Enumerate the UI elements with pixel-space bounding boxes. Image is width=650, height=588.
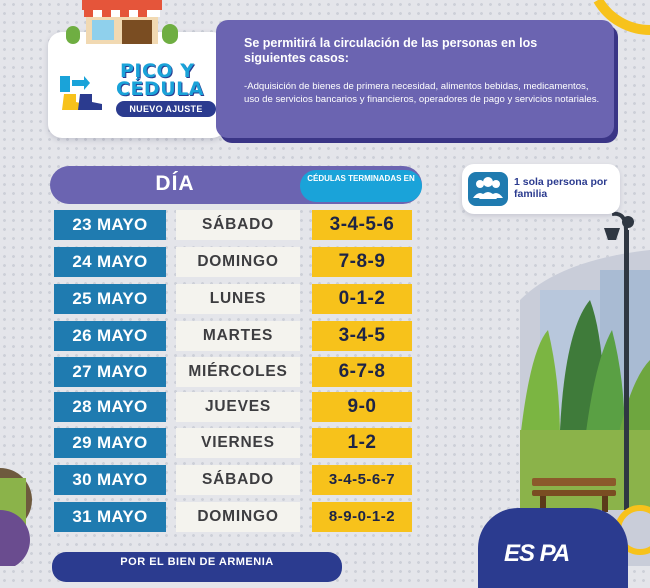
row-day: MIÉRCOLES	[176, 357, 300, 387]
row-date: 23 MAYO	[54, 210, 166, 240]
row-day: SÁBADO	[176, 465, 300, 495]
row-digits: 3-4-5-6-7	[312, 465, 412, 495]
row-date: 29 MAYO	[54, 428, 166, 458]
row-digits: 9-0	[312, 392, 412, 422]
table-row: 28 MAYO JUEVES 9-0	[54, 392, 420, 422]
header-cedulas: CÉDULAS TERMINADAS EN	[307, 174, 415, 183]
row-date: 26 MAYO	[54, 321, 166, 351]
shoes-icon	[60, 76, 102, 110]
yellow-arc	[593, 0, 650, 36]
park-illustration	[520, 211, 650, 566]
logo-title-line1: PICO Y	[120, 60, 195, 82]
left-hill	[0, 468, 32, 566]
row-date: 30 MAYO	[54, 465, 166, 495]
table-row: 31 MAYO DOMINGO 8-9-0-1-2	[54, 502, 420, 532]
row-date: 27 MAYO	[54, 357, 166, 387]
brand-logo: ES PA	[504, 540, 570, 567]
row-day: MARTES	[176, 321, 300, 351]
row-digits: 0-1-2	[312, 284, 412, 314]
info-body: -Adquisición de bienes de primera necesi…	[244, 81, 600, 105]
row-day: DOMINGO	[176, 502, 300, 532]
row-day: SÁBADO	[176, 210, 300, 240]
row-digits: 8-9-0-1-2	[312, 502, 412, 532]
row-date: 28 MAYO	[54, 392, 166, 422]
row-digits: 3-4-5-6	[312, 210, 412, 240]
logo-tag: NUEVO AJUSTE	[116, 101, 216, 117]
row-day: JUEVES	[176, 392, 300, 422]
table-row: 23 MAYO SÁBADO 3-4-5-6	[54, 210, 420, 240]
store-icon	[66, 0, 178, 44]
row-date: 24 MAYO	[54, 247, 166, 277]
table-row: 29 MAYO VIERNES 1-2	[54, 428, 420, 458]
people-group-icon	[468, 172, 508, 206]
row-digits: 3-4-5	[312, 321, 412, 351]
table-row: 25 MAYO LUNES 0-1-2	[54, 284, 420, 314]
logo-title-line2: CÉDULA	[116, 78, 204, 100]
row-digits: 1-2	[312, 428, 412, 458]
table-row: 24 MAYO DOMINGO 7-8-9	[54, 247, 420, 277]
info-box: Se permitirá la circulación de las perso…	[216, 20, 614, 138]
badge-text: 1 sola persona por familia	[514, 176, 608, 200]
row-digits: 7-8-9	[312, 247, 412, 277]
footer-text: POR EL BIEN DE ARMENIA	[120, 556, 274, 568]
row-day: LUNES	[176, 284, 300, 314]
background-scene	[0, 0, 650, 566]
row-day: VIERNES	[176, 428, 300, 458]
row-date: 31 MAYO	[54, 502, 166, 532]
table-row: 26 MAYO MARTES 3-4-5	[54, 321, 420, 351]
info-title: Se permitirá la circulación de las perso…	[244, 36, 538, 65]
row-date: 25 MAYO	[54, 284, 166, 314]
one-person-badge: 1 sola persona por familia	[462, 164, 620, 214]
table-row: 27 MAYO MIÉRCOLES 6-7-8	[54, 357, 420, 387]
row-digits: 6-7-8	[312, 357, 412, 387]
table-row: 30 MAYO SÁBADO 3-4-5-6-7	[54, 465, 420, 495]
header-cedulas-pill	[300, 170, 422, 202]
row-day: DOMINGO	[176, 247, 300, 277]
header-day: DÍA	[155, 172, 195, 195]
